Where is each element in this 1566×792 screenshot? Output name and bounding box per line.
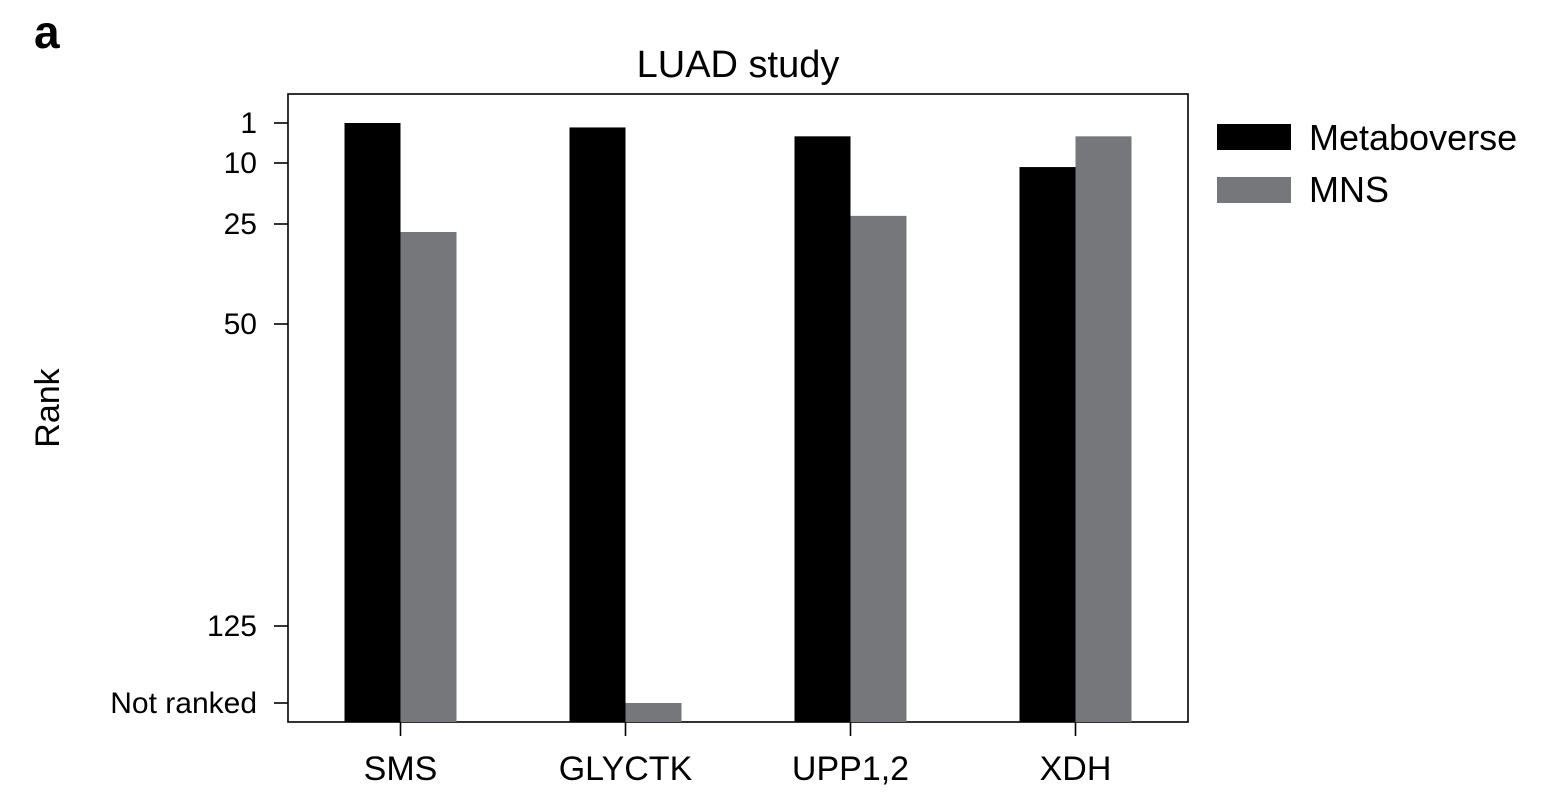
x-tick-label: UPP1,2 <box>792 750 909 788</box>
y-tick-label: Not ranked <box>110 687 257 720</box>
y-axis: 1 10 25 50 125 Not ranked <box>110 107 288 720</box>
y-tick-label: 1 <box>240 107 257 140</box>
bars <box>344 123 1132 723</box>
legend-swatch-mns <box>1217 177 1291 203</box>
bar-mns <box>625 703 682 722</box>
x-axis: SMS GLYCTK UPP1,2 XDH <box>364 722 1112 788</box>
legend: Metaboverse MNS <box>1217 117 1517 210</box>
x-tick-label: GLYCTK <box>559 750 693 788</box>
panel-label: a <box>34 6 60 58</box>
x-tick-label: SMS <box>364 750 438 788</box>
y-axis-label: Rank <box>29 367 67 447</box>
y-tick-label: 50 <box>224 308 257 341</box>
bar-metaboverse <box>344 123 401 722</box>
bar-metaboverse <box>794 136 851 723</box>
plot-frame <box>287 93 1189 723</box>
chart-title: LUAD study <box>637 44 840 86</box>
x-tick-label: XDH <box>1040 750 1112 788</box>
y-tick-label: 10 <box>224 147 257 180</box>
y-tick-label: 25 <box>224 208 257 241</box>
legend-swatch-metaboverse <box>1217 124 1291 150</box>
legend-label-mns: MNS <box>1309 169 1389 210</box>
legend-label-metaboverse: Metaboverse <box>1309 117 1517 158</box>
bar-metaboverse <box>569 127 626 722</box>
y-tick-label: 125 <box>207 610 257 643</box>
bar-mns <box>1075 136 1132 723</box>
bar-mns <box>850 215 907 722</box>
bar-mns <box>400 232 457 722</box>
bar-metaboverse <box>1019 167 1076 723</box>
